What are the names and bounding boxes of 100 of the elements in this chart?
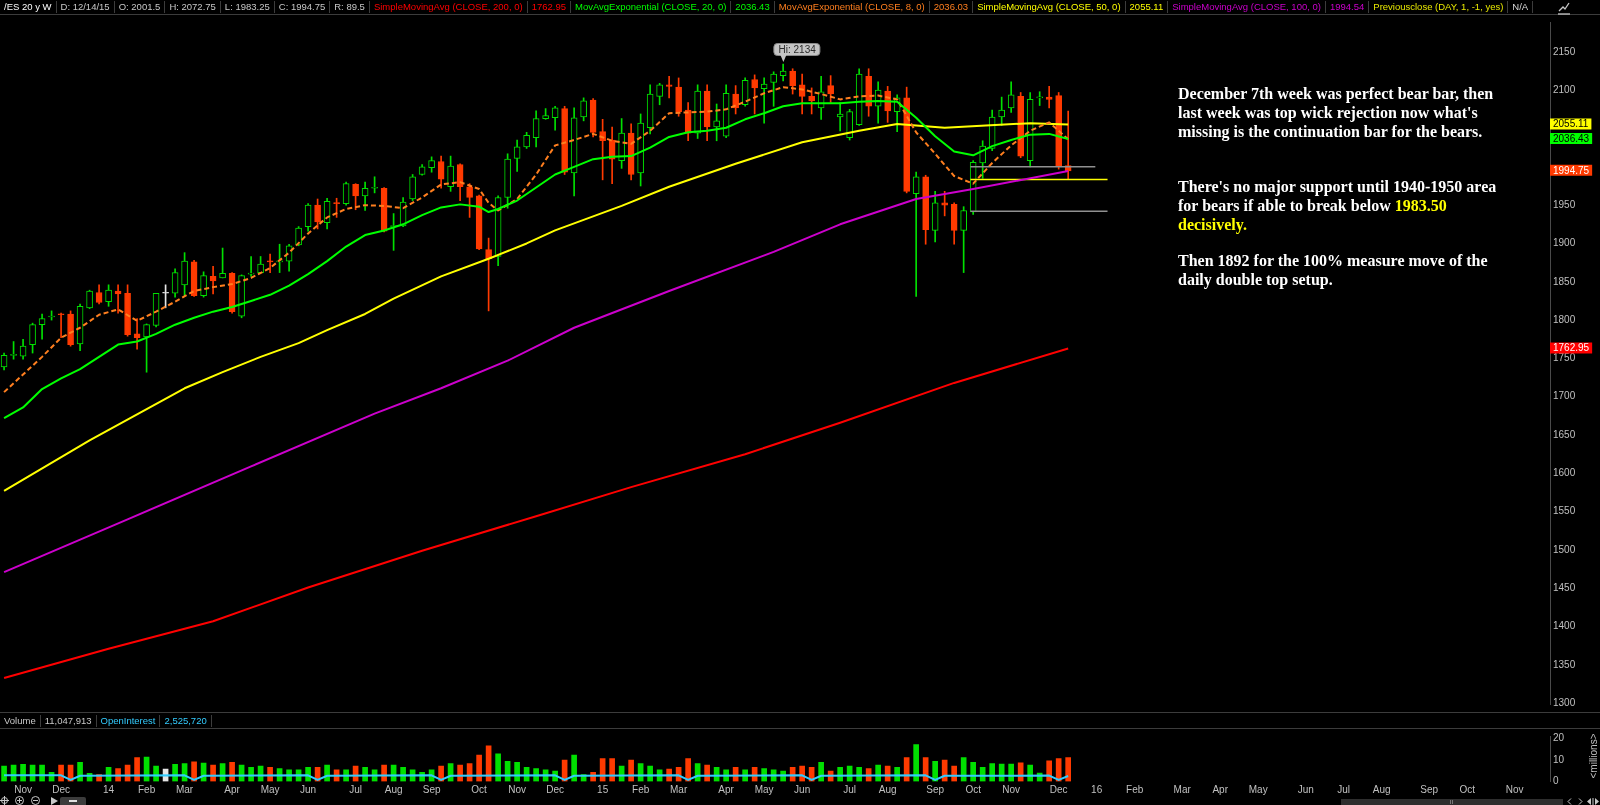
x-tick-label: Nov — [14, 784, 32, 796]
x-tick-label: Feb — [1126, 784, 1144, 796]
x-tick-label: Jun — [1297, 784, 1314, 796]
candlestick — [1045, 86, 1053, 109]
y-tick-label: 1300 — [1553, 696, 1576, 708]
y-tick-label: 1400 — [1553, 620, 1576, 632]
x-tick-label: Sep — [422, 784, 441, 796]
y-tick-label: 1600 — [1553, 467, 1576, 479]
text: Volume — [0, 714, 41, 727]
text: N/A — [1508, 1, 1534, 13]
x-tick-label: Apr — [1212, 784, 1229, 796]
text: MovAvgExponential (CLOSE, 8, 0) — [774, 1, 930, 13]
text: 2,525,720 — [160, 714, 212, 727]
y-tick-label: 1950 — [1553, 198, 1576, 210]
x-tick-label: Aug — [384, 784, 403, 796]
x-tick-label: 16 — [1091, 784, 1103, 796]
y-tick-label: 2036.43 — [1553, 132, 1590, 144]
bar — [571, 754, 577, 782]
bar — [229, 762, 235, 782]
y-tick-label: 1450 — [1553, 582, 1576, 594]
text: C: 1994.75 — [274, 1, 331, 13]
x-tick-label: Nov — [1505, 784, 1524, 796]
text: OpenInterest — [96, 714, 161, 727]
x-tick-label: Mar — [670, 784, 688, 796]
x-tick-label: Jun — [300, 784, 317, 796]
y-tick-label: 1750 — [1553, 352, 1576, 364]
text: 2055.11 — [1125, 1, 1169, 13]
text: H: 2072.75 — [165, 1, 221, 13]
text: 2036.03 — [929, 1, 974, 13]
y-tick-label: 1762.95 — [1553, 342, 1590, 354]
candlestick — [665, 76, 673, 99]
x-tick-label: Sep — [926, 784, 945, 796]
y-tick-label: 1700 — [1553, 390, 1576, 402]
x-tick-label: Jul — [1337, 784, 1351, 796]
text: 1762.95 — [527, 1, 571, 13]
x-tick-label: Feb — [632, 784, 650, 796]
x-tick-label: Mar — [175, 784, 194, 796]
x-tick-label: Jul — [349, 784, 362, 796]
annotation: 1983.50 — [1394, 197, 1447, 214]
text: R: 89.5 — [330, 1, 370, 13]
x-tick-label: 15 — [597, 784, 609, 796]
annotation: There's no major support until 1940-1950 area — [1178, 178, 1497, 195]
x-tick-label: Nov — [1002, 784, 1021, 796]
bar — [495, 753, 501, 782]
y-tick-label: 1350 — [1553, 658, 1576, 670]
text: 2036.43 — [731, 1, 775, 13]
x-tick-label: Oct — [471, 784, 488, 796]
x-tick-label: May — [260, 784, 280, 796]
x-tick-label: May — [1248, 784, 1268, 796]
x-tick-label: Oct — [965, 784, 982, 796]
x-tick-label: Sep — [1420, 784, 1439, 796]
x-tick-label: Jun — [794, 784, 811, 796]
x-tick-label: Nov — [508, 784, 527, 796]
y-tick-label: 2150 — [1553, 45, 1576, 57]
x-tick-label: Apr — [718, 784, 735, 796]
x-tick-label: Aug — [878, 784, 897, 796]
y-tick-label: 2055.11 — [1553, 118, 1589, 130]
y-tick-label: 1550 — [1553, 505, 1576, 517]
bar — [1046, 760, 1052, 782]
text: MovAvgExponential (CLOSE, 20, 0) — [570, 1, 732, 13]
text: SimpleMovingAvg (CLOSE, 50, 0) — [973, 1, 1126, 13]
annotation: Then 1892 for the 100% measure move of the daily double top setup. — [1178, 252, 1488, 288]
text: 11,047,913 — [40, 714, 97, 727]
y-tick-label: 1500 — [1553, 543, 1576, 555]
y-tick-label: 1650 — [1553, 428, 1576, 440]
text: SimpleMovingAvg (CLOSE, 100, 0) — [1168, 1, 1326, 13]
bar — [1, 765, 7, 782]
bar — [1065, 757, 1071, 782]
candlestick — [266, 253, 274, 273]
bar — [514, 762, 520, 782]
y-tick-label: 10 — [1553, 753, 1565, 765]
annotation: Hi: 2134 — [778, 44, 816, 56]
text: D: 12/14/15 — [56, 1, 115, 13]
x-tick-label: Dec — [1049, 784, 1068, 796]
x-tick-label: Mar — [1173, 784, 1192, 796]
bar — [970, 762, 976, 782]
x-tick-label: Aug — [1372, 784, 1391, 796]
bar — [134, 757, 140, 782]
x-tick-label: Feb — [137, 784, 156, 796]
x-tick-label: Dec — [52, 784, 70, 796]
chart-title: /ES 20 y W — [0, 1, 57, 13]
x-tick-label: Jul — [843, 784, 857, 796]
x-tick-label: Apr — [224, 784, 241, 796]
x-tick-label: Dec — [546, 784, 565, 796]
annotation: December 7th week was perfect bear bar, then last week was top wick rejection now what's missing is the continuation bar for the bears. — [1178, 85, 1494, 140]
y-axis-title: <millions> — [1587, 732, 1599, 779]
text: O: 2001.5 — [114, 1, 166, 13]
bar — [913, 744, 919, 782]
y-tick-label: 1900 — [1553, 237, 1576, 249]
y-tick-label: 20 — [1553, 731, 1565, 743]
y-tick-label: 1800 — [1553, 313, 1576, 325]
annotation: for bears if able to break below — [1178, 197, 1391, 214]
bar — [476, 754, 482, 782]
text: L: 1983.25 — [220, 1, 275, 13]
x-tick-label: Oct — [1459, 784, 1476, 796]
candlestick — [247, 256, 255, 277]
text: SimpleMovingAvg (CLOSE, 200, 0) — [369, 1, 528, 13]
text: 1994.54 — [1325, 1, 1370, 13]
candlestick — [57, 312, 65, 339]
x-tick-label: 14 — [103, 784, 115, 796]
